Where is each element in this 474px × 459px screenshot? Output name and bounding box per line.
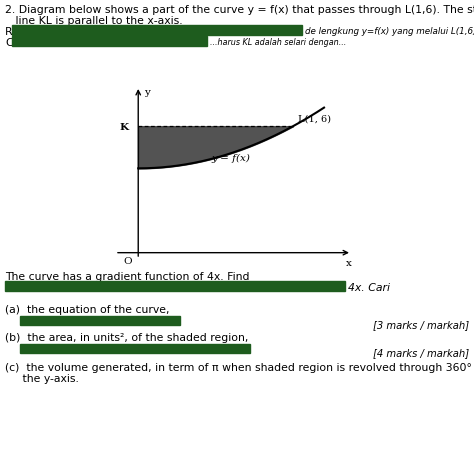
- Bar: [20, 344, 250, 353]
- Text: 4x. Cari: 4x. Cari: [348, 282, 390, 292]
- Text: The curve has a gradient function of 4x. Find: The curve has a gradient function of 4x.…: [5, 271, 249, 281]
- Bar: [12, 26, 302, 36]
- Text: 2. Diagram below shows a part of the curve y = f(x) that passes through L(1,6). : 2. Diagram below shows a part of the cur…: [5, 5, 474, 15]
- Text: y = f(x): y = f(x): [212, 154, 251, 163]
- Text: (c)  the volume generated, in term of π when shaded region is revolved through 3: (c) the volume generated, in term of π w…: [5, 362, 474, 372]
- Text: the y-axis.: the y-axis.: [5, 373, 79, 383]
- Text: y: y: [145, 88, 150, 97]
- Text: line KL is parallel to the x-axis.: line KL is parallel to the x-axis.: [5, 16, 182, 26]
- Text: [4 marks / markah]: [4 marks / markah]: [373, 347, 469, 357]
- Text: (a)  the equation of the curve,: (a) the equation of the curve,: [5, 304, 170, 314]
- Text: x: x: [346, 258, 352, 267]
- Bar: [5, 281, 345, 291]
- Text: L(1, 6): L(1, 6): [298, 115, 331, 124]
- Text: R: R: [5, 27, 13, 37]
- Text: de lengkung y=f(x) yang melalui L(1,6).: de lengkung y=f(x) yang melalui L(1,6).: [305, 27, 474, 36]
- Text: K: K: [120, 123, 129, 131]
- Text: (b)  the area, in units², of the shaded region,: (b) the area, in units², of the shaded r…: [5, 332, 248, 342]
- Bar: [20, 316, 180, 325]
- Text: [3 marks / markah]: [3 marks / markah]: [373, 319, 469, 329]
- Text: O: O: [123, 256, 132, 265]
- Text: ...harus KL adalah selari dengan...: ...harus KL adalah selari dengan...: [210, 38, 346, 47]
- Bar: [12, 37, 207, 47]
- Text: C: C: [5, 38, 13, 48]
